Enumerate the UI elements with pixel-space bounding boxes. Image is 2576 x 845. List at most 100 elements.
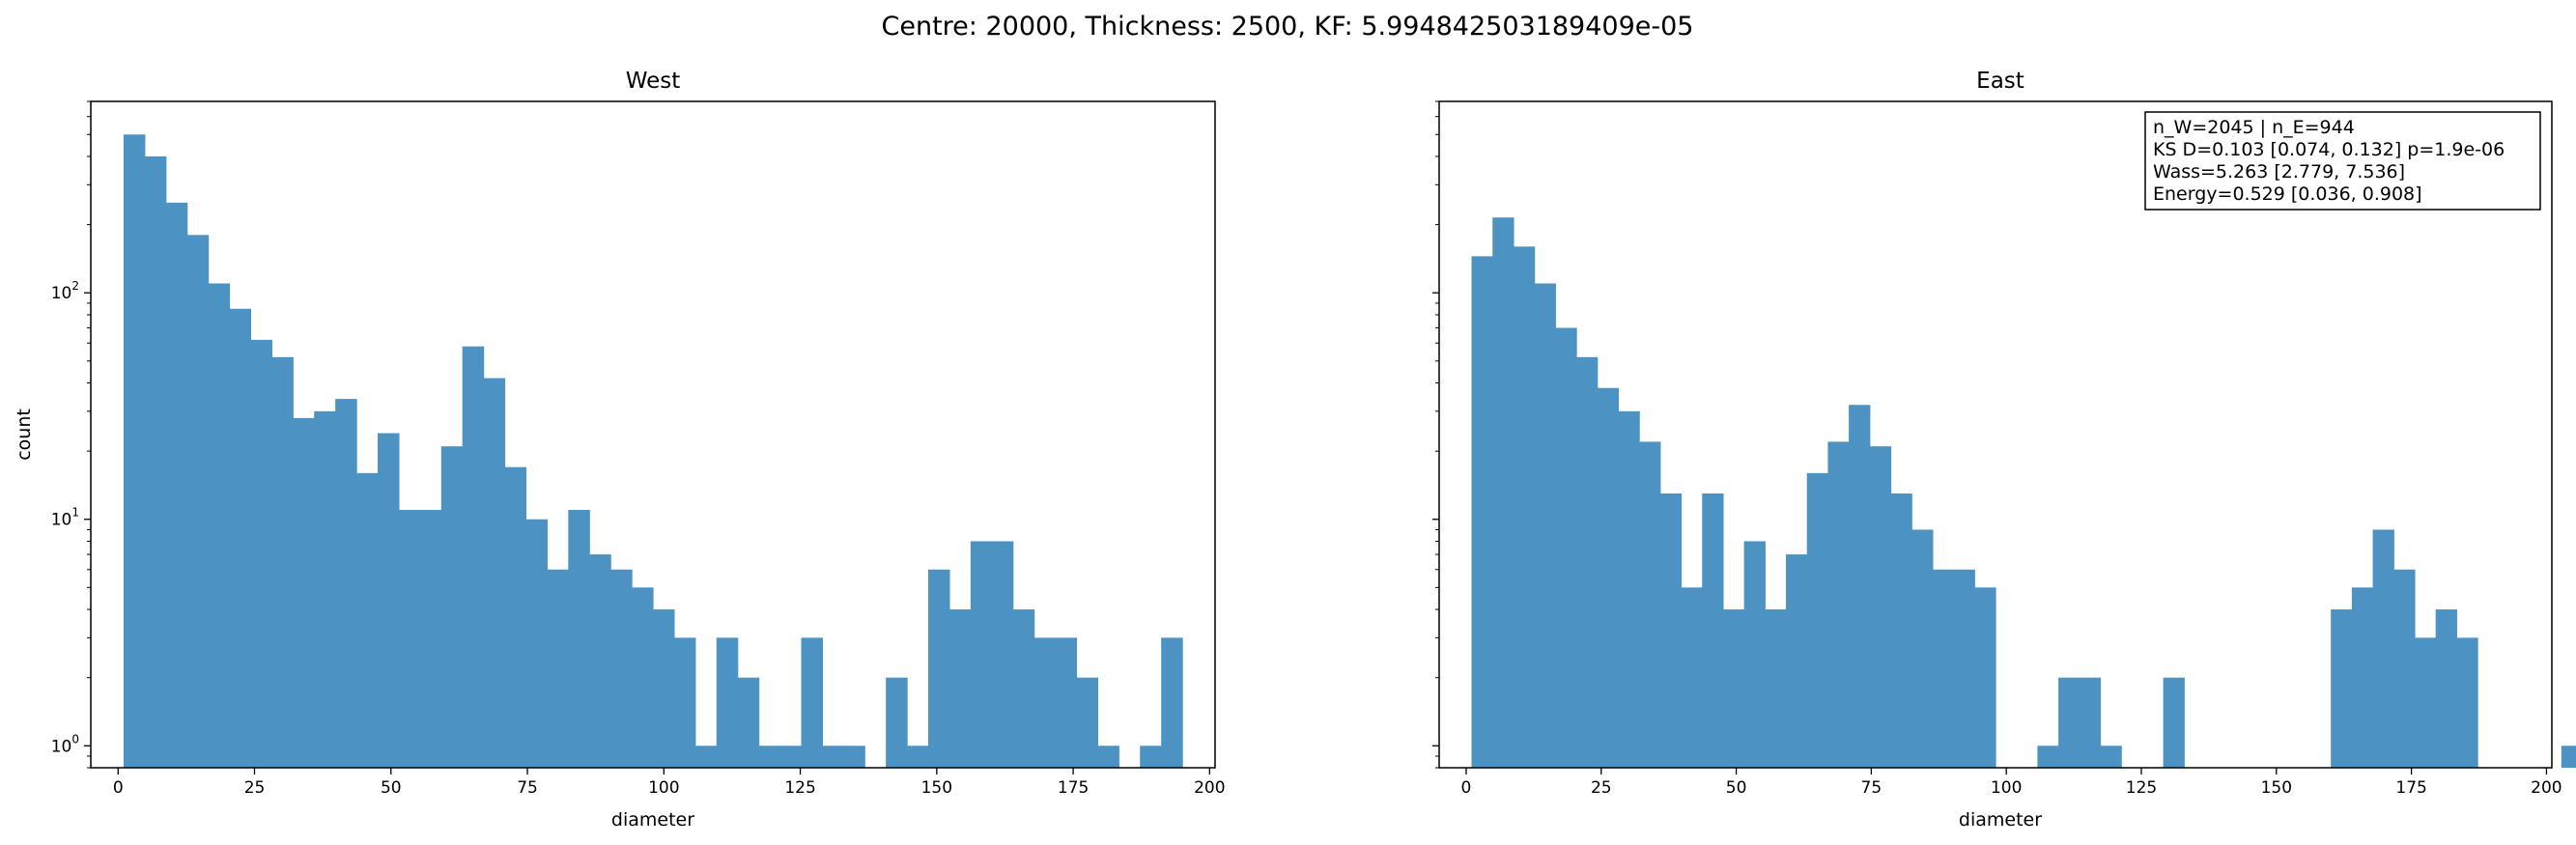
west-bar: [504, 466, 527, 768]
west-bar: [801, 637, 823, 768]
west-axes-frame: [90, 100, 1216, 769]
east-bar: [1534, 283, 1556, 768]
east-bar: [1597, 387, 1620, 768]
east-bar: [2163, 677, 2185, 768]
stats-line-wass: Wass=5.263 [2.779, 7.536]: [2153, 161, 2405, 183]
west-bar: [356, 472, 379, 768]
east-bar: [1849, 405, 1871, 768]
east-bar: [2331, 609, 2353, 768]
west-bar: [779, 746, 803, 768]
east-bar: [2058, 677, 2081, 768]
west-xtick-label: 200: [1194, 778, 1225, 798]
east-bars: [1471, 217, 2576, 769]
east-bar: [2351, 587, 2374, 768]
east-bar: [2561, 746, 2576, 768]
east-xtick-label: 50: [1726, 778, 1747, 798]
west-bar: [440, 446, 464, 768]
west-bar: [144, 156, 167, 768]
east-bar: [1806, 472, 1829, 768]
east-panel: 0 25 50 75 100 125 150 175 200 East diameter n_W…: [1432, 69, 2576, 831]
east-bar: [2393, 569, 2416, 768]
west-title: West: [626, 69, 681, 94]
west-bar: [568, 510, 590, 768]
west-bar: [250, 339, 272, 768]
east-bar: [1827, 441, 1850, 768]
west-xtick-label: 100: [648, 778, 679, 798]
east-bar: [1659, 493, 1683, 768]
west-bar: [462, 346, 485, 768]
east-xtick-label: 75: [1861, 778, 1882, 798]
east-bar: [2456, 637, 2478, 768]
west-xtick-label: 150: [921, 778, 952, 798]
west-bar: [314, 410, 336, 768]
east-bar: [1974, 587, 1996, 768]
east-xtick-label: 125: [2126, 778, 2157, 798]
east-bar: [2100, 746, 2122, 768]
west-bar: [377, 433, 400, 768]
stats-line-ks: KS D=0.103 [0.074, 0.132] p=1.9e-06: [2153, 139, 2505, 160]
east-xtick-label: 200: [2531, 778, 2562, 798]
west-xlabel: diameter: [611, 809, 694, 831]
west-bar: [886, 677, 908, 768]
west-bar: [186, 235, 210, 768]
east-bar: [1932, 569, 1955, 768]
west-ylabel: count: [14, 408, 35, 461]
west-xtick-label: 50: [381, 778, 402, 798]
west-bar: [970, 541, 993, 768]
west-xtick-label: 175: [1058, 778, 1089, 798]
west-bar: [335, 399, 357, 768]
west-bar: [716, 637, 739, 768]
west-bar: [610, 569, 633, 768]
east-bar: [1890, 493, 1912, 768]
stats-box: n_W=2045 | n_E=944 KS D=0.103 [0.074, 0.…: [2144, 111, 2541, 211]
west-bar: [547, 569, 569, 768]
west-bar: [208, 283, 231, 768]
east-xtick-label: 25: [1591, 778, 1612, 798]
east-xtick-label: 150: [2261, 778, 2292, 798]
east-bar: [1681, 587, 1703, 768]
east-bar: [2414, 637, 2437, 768]
east-bar: [1722, 609, 1745, 768]
east-bar: [1953, 569, 1975, 768]
east-bar: [1555, 327, 1577, 768]
west-bars: [123, 134, 1183, 768]
west-bar: [737, 677, 760, 768]
west-bar: [758, 746, 781, 768]
west-bar: [1161, 637, 1183, 768]
west-bar: [822, 746, 844, 768]
east-xlabel: diameter: [1959, 809, 2042, 831]
east-bar: [1639, 441, 1661, 768]
west-bar: [1033, 637, 1057, 768]
west-bar: [907, 746, 929, 768]
west-bar: [419, 510, 442, 768]
west-bar: [928, 569, 950, 768]
east-bar: [2435, 609, 2457, 768]
east-bar: [1786, 554, 1808, 768]
east-title: East: [1976, 69, 2024, 94]
east-bar: [1743, 541, 1766, 768]
east-bar: [2037, 746, 2059, 768]
west-bar: [165, 202, 188, 768]
west-bar: [271, 356, 294, 768]
west-bar: [632, 587, 654, 768]
east-bar: [1618, 410, 1640, 768]
west-bar: [589, 554, 611, 768]
stats-box-frame: [2144, 111, 2541, 211]
west-bar: [1140, 746, 1162, 768]
east-axes-frame: [1438, 100, 2553, 769]
west-bar: [293, 417, 315, 768]
west-bar: [1076, 677, 1098, 768]
stats-line-counts: n_W=2045 | n_E=944: [2153, 117, 2355, 138]
east-bar: [1471, 256, 1493, 768]
west-xtick-label: 125: [784, 778, 815, 798]
east-bar: [1492, 217, 1514, 769]
east-xtick-label: 0: [1461, 778, 1472, 798]
west-bar: [525, 519, 548, 768]
west-bar: [1097, 746, 1119, 768]
west-bar: [948, 609, 972, 768]
west-xtick-label: 0: [113, 778, 124, 798]
west-bar: [673, 637, 696, 768]
west-bar: [694, 746, 718, 768]
